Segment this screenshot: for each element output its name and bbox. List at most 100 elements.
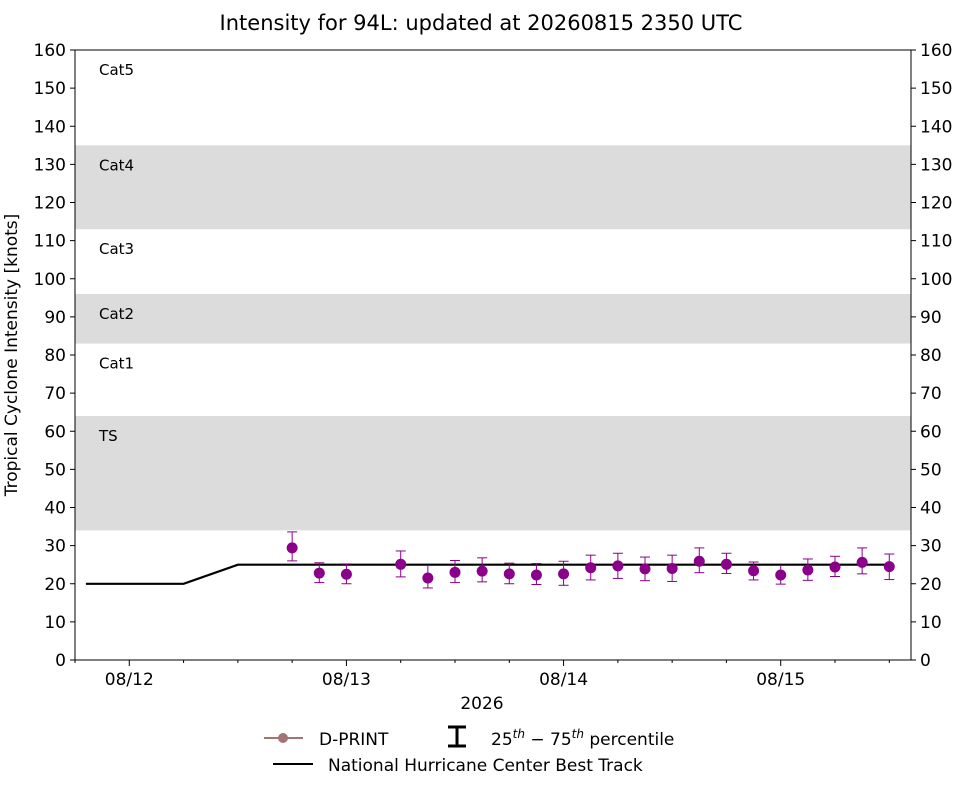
x-tick-label: 08/15 xyxy=(756,670,805,690)
percentile-high-base: 75 xyxy=(550,730,572,750)
dprint-marker xyxy=(340,568,352,580)
legend-dprint-label: D-PRINT xyxy=(319,730,389,750)
category-label-cat5: Cat5 xyxy=(99,61,134,79)
plot-frame xyxy=(74,49,912,661)
percentile-suffix: percentile xyxy=(584,730,674,750)
y-tick-label-right: 0 xyxy=(920,651,931,671)
dprint-point xyxy=(340,563,352,585)
dprint-marker xyxy=(639,563,651,575)
y-tick-label-left: 10 xyxy=(44,613,66,633)
dprint-point xyxy=(639,556,651,582)
y-tick-label-right: 150 xyxy=(920,79,952,99)
y-tick-label-right: 140 xyxy=(920,117,952,137)
x-tick-label: 08/12 xyxy=(105,670,154,690)
y-tick-label-left: 90 xyxy=(44,308,66,328)
dprint-point xyxy=(693,547,705,574)
dprint-marker xyxy=(286,542,298,554)
category-label-cat3: Cat3 xyxy=(99,240,134,258)
best-track-line xyxy=(85,563,890,585)
legend: D-PRINT 25th − 75th percentile National … xyxy=(264,725,674,776)
y-tick-label-left: 130 xyxy=(34,155,66,175)
y-tick-label-right: 50 xyxy=(920,460,942,480)
dprint-point xyxy=(775,564,787,585)
y-tick-label-right: 90 xyxy=(920,308,942,328)
dprint-marker xyxy=(802,564,814,576)
dprint-marker xyxy=(693,555,705,567)
dprint-point xyxy=(585,554,597,581)
category-label-cat4: Cat4 xyxy=(99,156,134,174)
dprint-point xyxy=(558,560,570,586)
dprint-point xyxy=(530,563,542,586)
dprint-marker xyxy=(720,558,732,570)
y-tick-label-left: 60 xyxy=(44,422,66,442)
y-tick-label-left: 50 xyxy=(44,460,66,480)
dprint-marker xyxy=(585,562,597,574)
dprint-marker xyxy=(449,566,461,578)
dprint-point xyxy=(666,554,678,582)
y-tick-label-right: 70 xyxy=(920,384,942,404)
dprint-point xyxy=(395,550,407,578)
y-axis-left: 0 10 20 30 40 50 60 70 80 90 100 110 120 130 140 150 160 xyxy=(34,41,75,671)
y-tick-label-right: 80 xyxy=(920,346,942,366)
y-tick-label-right: 130 xyxy=(920,155,952,175)
category-label-ts: TS xyxy=(98,427,118,445)
y-tick-label-left: 20 xyxy=(44,575,66,595)
dprint-point xyxy=(503,562,515,585)
y-tick-label-right: 110 xyxy=(920,232,952,252)
dprint-point xyxy=(720,552,732,574)
category-labels: TS Cat1 Cat2 Cat3 Cat4 Cat5 xyxy=(98,61,134,445)
dprint-marker xyxy=(558,568,570,580)
y-tick-label-left: 0 xyxy=(55,651,66,671)
band-ts xyxy=(75,416,911,531)
percentile-low-sup: th xyxy=(513,727,525,741)
dprint-marker xyxy=(829,561,841,573)
dprint-point xyxy=(476,557,488,583)
legend-besttrack-label: National Hurricane Center Best Track xyxy=(328,756,643,776)
percentile-low-base: 25 xyxy=(491,730,513,750)
dprint-point xyxy=(313,562,325,584)
y-tick-label-left: 80 xyxy=(44,346,66,366)
y-tick-label-right: 60 xyxy=(920,422,942,442)
y-tick-label-right: 30 xyxy=(920,537,942,557)
y-tick-label-right: 10 xyxy=(920,613,942,633)
dprint-marker xyxy=(666,563,678,574)
band-cat4 xyxy=(75,145,911,230)
dprint-marker xyxy=(883,561,895,573)
dprint-point xyxy=(422,564,434,589)
y-tick-label-right: 20 xyxy=(920,575,942,595)
category-label-cat1: Cat1 xyxy=(99,355,134,373)
y-tick-label-left: 70 xyxy=(44,384,66,404)
dprint-point xyxy=(856,547,868,575)
y-tick-label-left: 150 xyxy=(34,79,66,99)
y-tick-label-left: 140 xyxy=(34,117,66,137)
y-tick-label-left: 110 xyxy=(34,232,66,252)
y-tick-label-left: 120 xyxy=(34,194,66,214)
dprint-marker xyxy=(530,569,542,581)
y-tick-label-right: 40 xyxy=(920,499,942,519)
dprint-point xyxy=(802,558,814,581)
y-tick-label-left: 40 xyxy=(44,499,66,519)
dprint-marker xyxy=(313,567,325,579)
dprint-marker xyxy=(612,560,624,572)
dprint-marker xyxy=(395,558,407,570)
y-tick-label-right: 100 xyxy=(920,270,952,290)
y-axis-right: 0 10 20 30 40 50 60 70 80 90 100 110 120 130 140 150 160 xyxy=(911,41,952,671)
band-cat2 xyxy=(75,294,911,344)
x-tick-label: 08/13 xyxy=(322,670,371,690)
dprint-marker xyxy=(476,565,488,577)
percentile-sep: − xyxy=(525,730,550,750)
dprint-marker xyxy=(775,569,787,581)
legend-errorbar-icon xyxy=(448,725,466,748)
x-axis-label: 2026 xyxy=(460,694,503,714)
dprint-marker xyxy=(748,565,760,577)
dprint-point xyxy=(883,553,895,581)
y-tick-label-left: 160 xyxy=(34,41,66,61)
legend-dprint-marker xyxy=(278,733,288,743)
dprint-marker xyxy=(422,572,434,584)
dprint-point xyxy=(748,561,760,581)
y-tick-label-left: 30 xyxy=(44,537,66,557)
y-tick-label-right: 120 xyxy=(920,194,952,214)
legend-percentile-label: 25th − 75th percentile xyxy=(491,727,674,750)
best-track-series xyxy=(85,563,890,585)
